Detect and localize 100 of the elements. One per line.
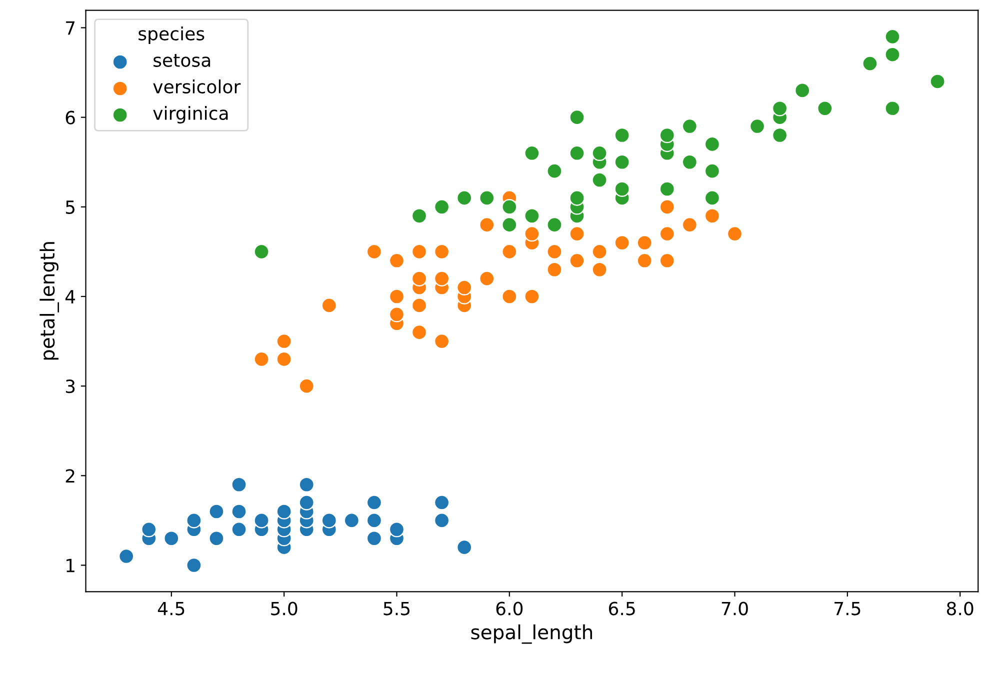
point [636,252,653,269]
point [794,82,810,98]
point [884,100,900,116]
point [321,298,338,314]
x-tick-label: 4.5 [158,602,184,616]
y-tick-label: 7 [66,21,75,35]
point [502,288,518,304]
point [366,494,382,510]
legend-label: versicolor [153,80,241,94]
point [682,118,698,134]
point [682,216,698,233]
point [478,190,495,206]
point [388,252,405,269]
point [186,512,202,528]
point [254,512,270,528]
point [569,226,585,242]
point [524,226,540,242]
point [772,100,788,116]
point [569,145,585,162]
point [366,244,382,260]
point [344,512,360,528]
point [749,118,766,134]
y-tick-label: 3 [66,380,75,394]
point [298,494,315,510]
point [659,198,676,215]
point [434,494,450,510]
point [592,145,608,162]
point [524,288,540,304]
point [276,351,292,368]
point [434,512,450,528]
point [524,145,540,162]
point [388,521,405,538]
point [254,244,270,260]
point [592,262,608,278]
point [682,154,698,170]
point [456,539,472,556]
point [388,306,405,322]
point [434,198,450,215]
point [366,512,382,528]
x-tick-label: 5.5 [384,602,410,616]
point [659,226,676,242]
point [930,74,946,90]
point [704,190,720,206]
point [502,198,518,215]
x-axis-title: sepal_length [471,624,592,644]
x-tick-label: 8.0 [946,602,974,616]
point [772,127,788,144]
point [478,216,495,233]
point [298,378,315,394]
point [636,234,653,251]
point [456,190,472,206]
x-tick-label: 5.0 [271,602,298,616]
point [569,252,585,269]
point [186,557,202,574]
legend-label: setosa [154,54,210,67]
point [659,127,676,144]
point [411,244,428,260]
point [592,172,608,188]
point [704,208,720,224]
x-tick-label: 7.0 [722,602,748,616]
y-tick-label: 6 [66,110,75,124]
point [614,181,630,197]
point [208,530,224,546]
point [276,504,292,520]
point [231,504,247,520]
point [704,163,720,179]
point [321,512,338,528]
point [546,163,562,179]
point [592,244,608,260]
point [276,333,292,350]
point [569,190,585,206]
point [208,504,224,520]
point [659,252,676,269]
point [884,46,900,63]
point [164,530,180,546]
y-axis-title: petal_length [40,242,60,360]
point [524,208,540,224]
point [411,208,428,224]
y-tick-label: 1 [66,558,74,572]
point [659,181,676,197]
y-tick-label: 2 [66,469,74,483]
point [231,476,247,493]
legend-label: virginica [153,106,228,124]
point [546,216,562,233]
point [546,262,562,278]
point [884,28,900,45]
point [502,216,518,233]
point [118,548,134,564]
point [502,244,518,260]
x-tick-label: 7.5 [834,602,860,616]
point [411,298,428,314]
point [546,244,562,260]
point [862,56,878,72]
point [298,476,315,493]
point [726,226,743,242]
point [614,234,630,251]
point [478,270,495,286]
point [388,288,405,304]
point [366,530,382,546]
point [434,333,450,350]
